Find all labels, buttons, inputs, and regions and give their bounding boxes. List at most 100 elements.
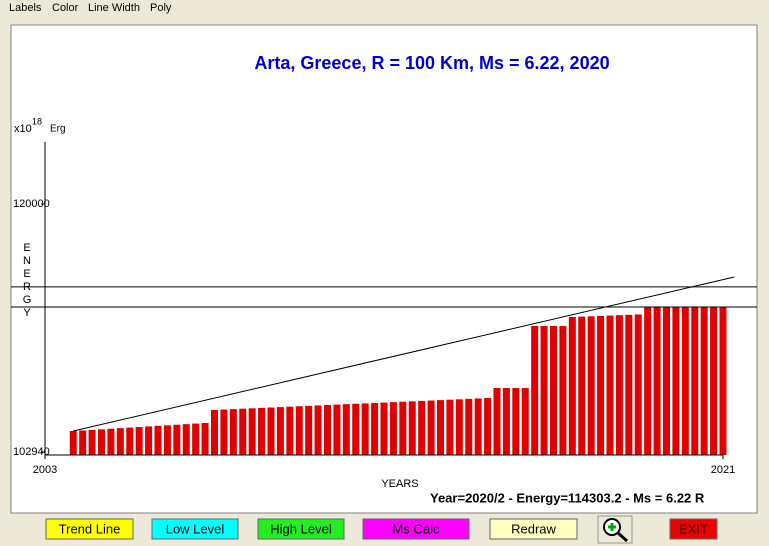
bar — [606, 315, 614, 455]
bar — [154, 425, 162, 455]
bar — [597, 315, 605, 455]
menu-item[interactable]: Labels — [9, 2, 42, 14]
bar — [493, 388, 501, 455]
bar — [182, 424, 190, 455]
bar — [512, 388, 520, 455]
bar — [446, 399, 454, 455]
bar — [258, 407, 266, 455]
bar — [634, 314, 642, 455]
x-axis-label: YEARS — [381, 478, 418, 490]
button[interactable] — [669, 518, 718, 540]
bar — [361, 403, 369, 455]
bar — [615, 315, 623, 455]
bar — [521, 388, 529, 455]
bar — [484, 397, 492, 455]
chart-title: Arta, Greece, R = 100 Km, Ms = 6.22, 202… — [254, 53, 609, 73]
menu-item[interactable]: Color — [52, 2, 79, 14]
y-unit: x10 — [14, 123, 32, 135]
bar — [625, 314, 633, 455]
y-unit-exponent: 18 — [32, 116, 42, 126]
bar — [248, 408, 256, 455]
bar — [267, 407, 275, 455]
bar — [681, 306, 689, 455]
bar — [145, 426, 153, 455]
bar — [211, 409, 218, 455]
y-unit-name: Erg — [50, 124, 66, 135]
bar — [295, 406, 303, 455]
bar — [502, 388, 510, 455]
menu-item[interactable]: Poly — [150, 2, 172, 14]
bar — [229, 409, 237, 455]
bar — [371, 403, 379, 455]
bar — [455, 399, 463, 455]
bar — [163, 425, 171, 455]
bar — [126, 427, 134, 455]
bar — [719, 306, 727, 455]
button[interactable] — [257, 518, 345, 540]
bar — [286, 406, 294, 455]
bar — [587, 316, 595, 455]
zoom-button[interactable] — [597, 515, 633, 544]
bar — [201, 423, 209, 455]
bar — [342, 404, 350, 455]
y-tick-label: 102940 — [13, 446, 50, 458]
bar — [427, 400, 435, 455]
bar — [239, 408, 247, 455]
bar — [672, 306, 680, 455]
bar — [88, 429, 96, 455]
bar — [418, 400, 426, 455]
button-label[interactable]: Trend Line — [59, 521, 121, 536]
status-text: Year=2020/2 - Energy=114303.2 - Ms = 6.2… — [430, 490, 705, 505]
bar — [173, 424, 181, 455]
bar — [305, 405, 313, 455]
bar — [107, 428, 115, 455]
bar — [540, 326, 548, 455]
y-axis-label: ENERGY — [21, 242, 33, 320]
bar — [380, 402, 388, 455]
button-label[interactable]: Low Level — [166, 521, 225, 536]
button[interactable] — [489, 518, 578, 540]
bar — [79, 430, 87, 455]
bar — [135, 427, 143, 455]
bar — [474, 398, 482, 455]
button[interactable] — [362, 518, 470, 540]
bar — [568, 316, 576, 455]
bar — [408, 401, 416, 455]
bar — [399, 401, 407, 455]
bar — [192, 423, 200, 455]
bar — [69, 430, 77, 455]
button-label[interactable]: High Level — [270, 521, 332, 536]
button-label[interactable]: Ms Calc — [393, 521, 440, 536]
bar — [389, 402, 397, 455]
bar — [700, 306, 708, 455]
bar — [276, 407, 284, 455]
zoom-handle — [617, 531, 628, 543]
bar — [559, 326, 567, 455]
button-label[interactable]: Redraw — [511, 521, 556, 536]
x-tick-label: 2003 — [33, 464, 57, 476]
button-label[interactable]: EXIT — [679, 521, 708, 536]
bar — [116, 428, 124, 455]
bar — [437, 400, 444, 455]
bar — [465, 398, 473, 455]
trend-line — [73, 276, 735, 432]
bar — [352, 403, 360, 455]
button[interactable] — [45, 518, 134, 540]
bar — [314, 405, 322, 455]
menu-item[interactable]: Line Width — [88, 2, 140, 14]
bar — [691, 306, 699, 455]
bar — [644, 306, 652, 455]
button[interactable] — [151, 518, 239, 540]
bar — [710, 306, 718, 455]
y-tick-label: 120000 — [13, 198, 50, 210]
x-tick-label: 2021 — [711, 464, 735, 476]
bar — [333, 404, 341, 455]
bar — [653, 306, 661, 455]
bar — [578, 316, 586, 455]
bar — [220, 409, 228, 455]
bar — [531, 326, 539, 455]
bar — [663, 306, 670, 455]
bar — [324, 405, 331, 455]
zoom-plus — [608, 523, 616, 531]
